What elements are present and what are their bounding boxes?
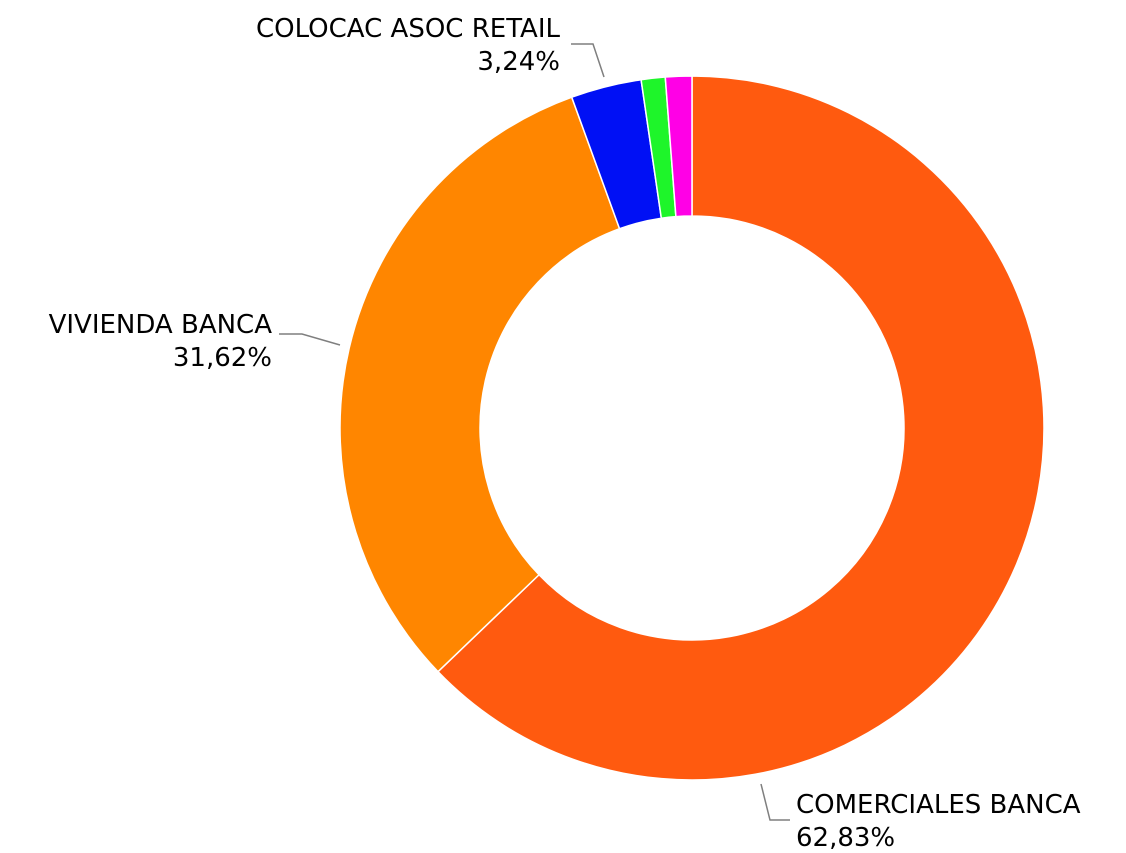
label-colocac-asoc-retail: COLOCAC ASOC RETAIL 3,24% bbox=[256, 14, 605, 78]
leader-line-vivienda-banca bbox=[279, 333, 341, 346]
slice-value-comerciales-banca: 62,83% bbox=[796, 823, 895, 853]
slice-label-comerciales-banca: COMERCIALES BANCA bbox=[796, 790, 1081, 820]
leader-line-comerciales-banca bbox=[760, 783, 790, 821]
slice-comerciales-banca bbox=[436, 75, 1045, 781]
slice-value-colocac-asoc-retail: 3,24% bbox=[477, 47, 560, 77]
label-vivienda-banca: VIVIENDA BANCA 31,62% bbox=[49, 310, 341, 373]
label-comerciales-banca: COMERCIALES BANCA 62,83% bbox=[760, 783, 1081, 853]
slice-value-vivienda-banca: 31,62% bbox=[173, 343, 272, 373]
leader-line-colocac-asoc-retail bbox=[571, 43, 605, 78]
slice-vivienda-banca bbox=[339, 96, 621, 673]
slice-label-colocac-asoc-retail: COLOCAC ASOC RETAIL bbox=[256, 14, 561, 44]
slice-label-vivienda-banca: VIVIENDA BANCA bbox=[49, 310, 273, 340]
slices-group bbox=[339, 75, 1045, 781]
slice-unlabeled-4 bbox=[664, 75, 693, 218]
